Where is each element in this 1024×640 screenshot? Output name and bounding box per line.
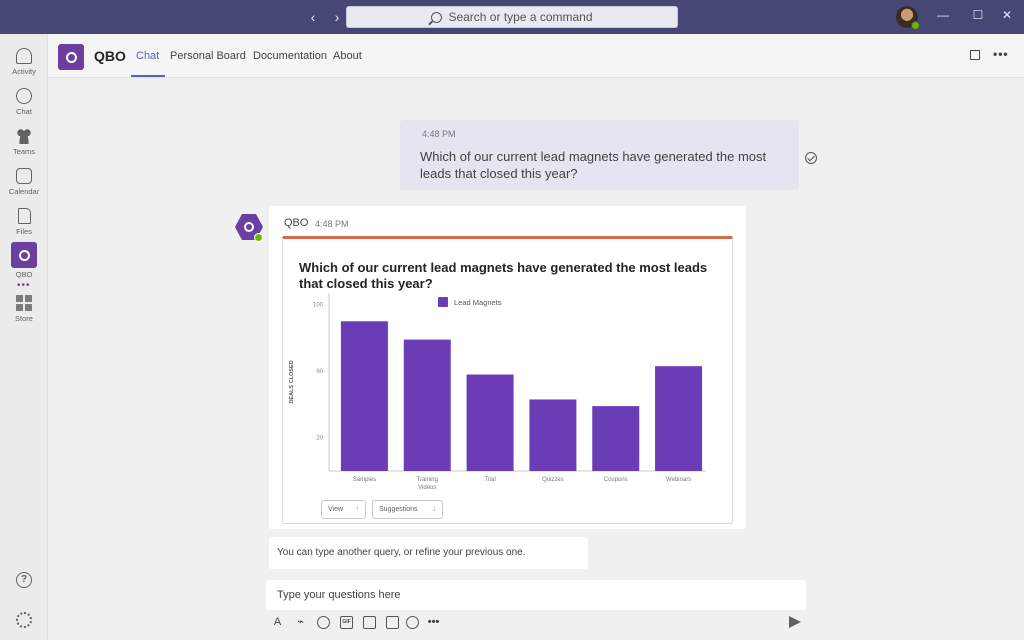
schedule-meeting-icon[interactable] bbox=[386, 616, 399, 629]
popout-icon[interactable] bbox=[970, 50, 980, 60]
legend-label: Lead Magnets bbox=[454, 298, 502, 307]
rail-item-label: QBO bbox=[15, 270, 33, 279]
presence-available-icon bbox=[911, 21, 920, 30]
rail-item-files[interactable]: Files bbox=[0, 206, 48, 242]
send-icon[interactable] bbox=[789, 616, 801, 628]
emoji-icon[interactable] bbox=[317, 616, 330, 629]
app-title: QBO bbox=[94, 48, 126, 64]
bar bbox=[655, 366, 703, 471]
arrow-down-icon: ↓ bbox=[432, 504, 436, 513]
praise-icon[interactable] bbox=[406, 616, 419, 629]
rail-item-label: Teams bbox=[12, 147, 36, 156]
rail-item-chat[interactable]: Chat bbox=[0, 86, 48, 122]
rail-item-teams[interactable]: Teams bbox=[0, 126, 48, 162]
gif-icon[interactable]: GIF bbox=[340, 616, 353, 629]
app-rail: Activity Chat Teams Calendar Files QBO •… bbox=[0, 34, 48, 640]
attach-icon[interactable]: ⌁ bbox=[297, 616, 304, 628]
x-tick-label: Samples bbox=[353, 477, 376, 483]
bar bbox=[592, 406, 640, 471]
search-placeholder: Search or type a command bbox=[448, 10, 593, 24]
tab-about[interactable]: About bbox=[333, 50, 362, 62]
avatar[interactable] bbox=[896, 6, 920, 30]
x-tick-label: Videos bbox=[418, 485, 436, 491]
search-box[interactable]: Search or type a command bbox=[346, 6, 678, 28]
maximize-button[interactable]: ☐ bbox=[972, 8, 984, 22]
file-icon bbox=[17, 208, 31, 224]
y-axis-label: DEALS CLOSED bbox=[289, 360, 295, 403]
active-tab-indicator bbox=[131, 75, 165, 77]
more-apps-icon[interactable]: ••• bbox=[17, 280, 31, 291]
bar bbox=[466, 374, 514, 471]
bar-chart: 20 60 100 DEALS CLOSED Lead Magnets Samples Tr… bbox=[289, 293, 706, 491]
tab-chat[interactable]: Chat bbox=[136, 50, 160, 62]
minimize-button[interactable]: — bbox=[937, 8, 949, 22]
bar bbox=[529, 399, 577, 471]
sticker-icon[interactable] bbox=[363, 616, 376, 629]
y-tick-label: 100 bbox=[313, 303, 324, 309]
message-input[interactable] bbox=[266, 580, 806, 610]
more-options-icon[interactable]: ••• bbox=[993, 47, 1009, 61]
back-icon[interactable]: ‹ bbox=[310, 9, 316, 25]
title-bar: ‹ › Search or type a command — ☐ ✕ bbox=[0, 0, 1024, 34]
legend-swatch bbox=[438, 297, 448, 307]
x-tick-label: Quizzes bbox=[542, 477, 564, 483]
help-icon[interactable]: ? bbox=[16, 572, 32, 588]
more-actions-icon[interactable]: ••• bbox=[427, 616, 440, 628]
x-tick-label: Training bbox=[417, 477, 438, 483]
bell-icon bbox=[16, 48, 32, 64]
view-button-label: View bbox=[328, 506, 344, 513]
read-receipt-icon bbox=[805, 152, 817, 164]
nav-arrows: ‹ › bbox=[305, 8, 345, 26]
search-icon bbox=[431, 11, 443, 23]
tab-personal-board[interactable]: Personal Board bbox=[170, 50, 246, 62]
qbo-logo-icon bbox=[11, 242, 37, 268]
card-title: Which of our current lead magnets have g… bbox=[299, 260, 708, 291]
rail-item-qbo[interactable]: QBO bbox=[0, 242, 48, 280]
suggestions-button-label: Suggestions bbox=[379, 506, 418, 513]
bar bbox=[340, 321, 388, 471]
x-tick-label: Webinars bbox=[666, 477, 691, 483]
close-button[interactable]: ✕ bbox=[1001, 8, 1013, 22]
qbo-logo-icon bbox=[58, 44, 84, 70]
bot-message: QBO 4:48 PM Which of our current lead ma… bbox=[269, 206, 746, 529]
chart-card: Which of our current lead magnets have g… bbox=[282, 236, 733, 524]
teams-icon bbox=[16, 128, 32, 144]
bar bbox=[403, 339, 451, 471]
user-message: 4:48 PM Which of our current lead magnet… bbox=[400, 120, 799, 190]
rail-item-activity[interactable]: Activity bbox=[0, 46, 48, 82]
chat-icon bbox=[16, 88, 32, 104]
arrow-up-icon: ↑ bbox=[355, 504, 359, 513]
message-timestamp: 4:48 PM bbox=[315, 219, 349, 229]
format-icon[interactable]: A bbox=[273, 616, 282, 628]
rail-item-label: Calendar bbox=[8, 187, 40, 196]
rail-item-label: Files bbox=[16, 227, 32, 236]
rail-item-store[interactable]: Store bbox=[0, 293, 48, 329]
message-timestamp: 4:48 PM bbox=[422, 129, 456, 139]
app-header: QBO Chat Personal Board Documentation Ab… bbox=[48, 34, 1024, 78]
rail-item-label: Chat bbox=[16, 107, 32, 116]
x-tick-label: Coupons bbox=[604, 477, 628, 483]
forward-icon[interactable]: › bbox=[334, 9, 340, 25]
tab-documentation[interactable]: Documentation bbox=[253, 50, 327, 62]
view-button[interactable]: View ↑ bbox=[321, 500, 366, 519]
y-tick-label: 20 bbox=[316, 436, 323, 442]
rail-item-calendar[interactable]: Calendar bbox=[0, 166, 48, 202]
presence-available-icon bbox=[254, 233, 263, 242]
bot-avatar[interactable] bbox=[235, 214, 263, 242]
compose-box[interactable] bbox=[266, 580, 806, 610]
settings-icon[interactable] bbox=[16, 612, 32, 628]
message-text: Which of our current lead magnets have g… bbox=[420, 149, 767, 181]
rail-item-label: Store bbox=[15, 314, 33, 323]
store-icon bbox=[16, 295, 32, 311]
sender-name: QBO bbox=[284, 217, 309, 229]
hint-text: You can type another query, or refine yo… bbox=[277, 547, 526, 558]
x-tick-label: Trial bbox=[484, 477, 495, 483]
rail-item-label: Activity bbox=[12, 67, 36, 76]
y-tick-label: 60 bbox=[316, 369, 323, 375]
hint-message: You can type another query, or refine yo… bbox=[269, 537, 588, 569]
suggestions-button[interactable]: Suggestions ↓ bbox=[372, 500, 443, 519]
calendar-icon bbox=[16, 168, 32, 184]
